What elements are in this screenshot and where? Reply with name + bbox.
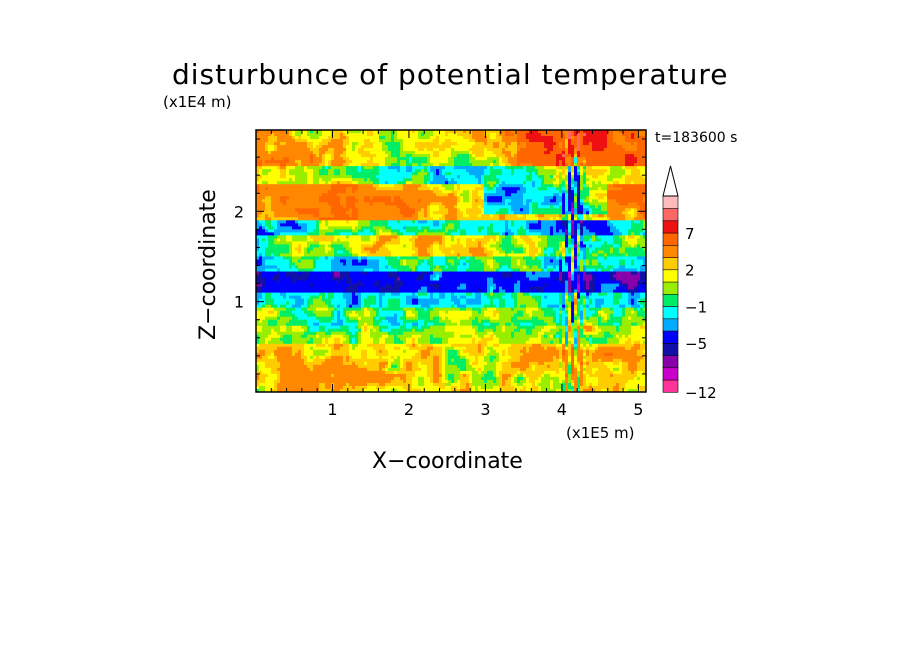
- colorbar-swatch: [662, 232, 679, 246]
- colorbar-swatch: [662, 330, 679, 344]
- colorbar-swatch: [662, 244, 679, 258]
- y-axis-multiplier: (x1E4 m): [163, 93, 232, 111]
- colorbar-swatch: [662, 379, 679, 393]
- colorbar-swatch: [662, 256, 679, 271]
- colorbar-swatch: [662, 318, 679, 332]
- time-annotation: t=183600 s: [655, 130, 738, 146]
- colorbar-labels: 7 2 −1 −5 −12: [685, 225, 717, 402]
- x-axis-ticks: [270, 130, 639, 392]
- y-axis-label: Z−coordinate: [196, 189, 221, 340]
- colorbar-label: −12: [685, 384, 717, 402]
- colorbar-swatch: [662, 293, 679, 307]
- y-tick-label: 2: [234, 202, 244, 221]
- colorbar-swatch: [662, 342, 679, 356]
- x-axis-multiplier: (x1E5 m): [566, 424, 635, 442]
- colorbar-swatch: [662, 195, 679, 209]
- plot-frame: [255, 129, 647, 393]
- x-tick-label: 5: [633, 400, 643, 419]
- colorbar-swatch: [662, 281, 679, 295]
- colorbar-swatch: [662, 305, 679, 320]
- y-axis-ticks: [256, 138, 646, 375]
- x-axis-tick-labels: 1 2 3 4 5: [327, 400, 643, 419]
- x-tick-label: 1: [327, 400, 337, 419]
- colorbar-swatch: [662, 354, 679, 369]
- colorbar-swatch: [662, 207, 679, 222]
- colorbar-swatch: [662, 367, 679, 381]
- colorbar-swatch: [662, 220, 679, 234]
- x-tick-label: 4: [557, 400, 567, 419]
- x-axis-label: X−coordinate: [372, 449, 523, 474]
- y-axis-tick-labels: 12: [234, 202, 244, 311]
- heatmap-field: [256, 130, 646, 392]
- colorbar: [662, 165, 679, 393]
- colorbar-label: −5: [685, 335, 707, 353]
- colorbar-swatch: [662, 269, 679, 283]
- colorbar-label: 2: [685, 262, 695, 280]
- x-tick-label: 2: [404, 400, 414, 419]
- colorbar-extend-arrow: [662, 165, 679, 197]
- y-tick-label: 1: [234, 293, 244, 312]
- x-tick-label: 3: [480, 400, 490, 419]
- colorbar-label: 7: [685, 225, 695, 243]
- colorbar-label: −1: [685, 298, 707, 316]
